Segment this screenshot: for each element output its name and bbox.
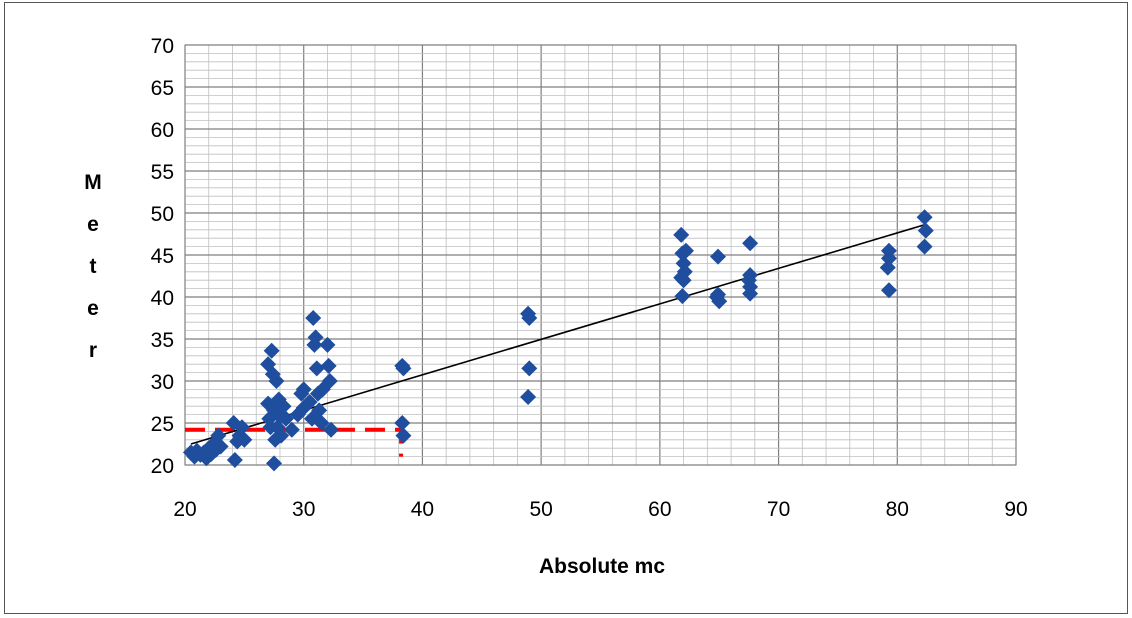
data-point [305, 310, 322, 326]
data-point [212, 438, 229, 455]
data-point [521, 360, 538, 377]
y-tick-label: 30 [151, 371, 174, 394]
data-point [268, 373, 285, 389]
y-tick-labels: 20 25 30 35 40 45 50 55 60 65 70 [151, 35, 174, 478]
data-point [311, 402, 328, 419]
scatter-chart: 20 30 40 50 60 70 80 90 2025303540455055606570 … [84, 35, 1027, 578]
data-point [275, 398, 292, 415]
data-point [708, 289, 725, 305]
grid [184, 44, 1017, 466]
x-tick-label: 60 [648, 498, 671, 521]
data-point [323, 421, 340, 438]
y-tick-label: 20 [151, 455, 174, 478]
data-point [313, 415, 330, 431]
y-tick-label: 40 [151, 287, 174, 310]
x-tick-label: 90 [1004, 498, 1027, 521]
data-point [394, 415, 411, 431]
data-point [677, 242, 694, 259]
data-point [395, 427, 412, 444]
y-axis-title-letter: t [90, 255, 97, 278]
data-point [710, 248, 727, 265]
data-point [520, 388, 537, 405]
y-tick-label: 70 [151, 35, 174, 58]
data-point [226, 451, 243, 468]
data-point [916, 238, 933, 255]
x-tick-label: 50 [529, 498, 552, 521]
y-tick-label: 45 [151, 245, 174, 268]
x-tick-labels: 20 30 40 50 60 70 80 90 [173, 498, 1027, 521]
x-tick-label: 30 [292, 498, 315, 521]
data-point [320, 357, 337, 374]
y-axis-title-letter: r [89, 339, 97, 362]
y-tick-label: 65 [151, 77, 174, 100]
data-point [210, 427, 227, 444]
y-tick-label: 50 [151, 203, 174, 226]
x-axis-title: Absolute mc [539, 555, 665, 578]
data-point [742, 235, 759, 252]
y-axis-title-letter: e [87, 297, 99, 320]
data-point [273, 427, 290, 444]
data-point [263, 342, 280, 359]
y-tick-label: 25 [151, 413, 174, 436]
trendline-group [190, 223, 925, 445]
data-point [674, 288, 691, 305]
data-point [880, 250, 897, 267]
data-point [880, 282, 897, 299]
data-point [521, 310, 538, 326]
data-point [917, 222, 934, 239]
plot-area-border [184, 44, 1017, 466]
data-point [233, 419, 250, 436]
data-point [395, 360, 412, 377]
data-point [307, 329, 324, 346]
data-point [916, 209, 933, 226]
y-tick-label: 35 [151, 329, 174, 352]
y-axis-title-letter: M [84, 171, 102, 194]
data-point [879, 259, 896, 276]
data-point [308, 360, 325, 377]
y-axis-title-letter: e [87, 213, 99, 236]
data-point [673, 226, 690, 243]
y-tick-label: 60 [151, 119, 174, 142]
data-point [321, 373, 338, 389]
chart-frame: 20 30 40 50 60 70 80 90 20 25 30 35 40 45 50 55 60 65 70 … [4, 2, 1128, 614]
data-point [319, 336, 336, 353]
data-point [742, 285, 759, 302]
data-point [295, 381, 312, 398]
x-tick-label: 70 [767, 498, 790, 521]
data-point [283, 421, 300, 438]
data-point [301, 394, 318, 410]
data-point [277, 410, 294, 427]
trendline [190, 223, 925, 445]
data-points [182, 209, 934, 472]
data-point [236, 431, 253, 448]
data-point [266, 455, 283, 472]
y-tick-label: 55 [151, 161, 174, 184]
x-tick-label: 20 [173, 498, 196, 521]
data-point [675, 272, 692, 289]
x-tick-label: 40 [411, 498, 434, 521]
x-tick-label: 80 [886, 498, 909, 521]
